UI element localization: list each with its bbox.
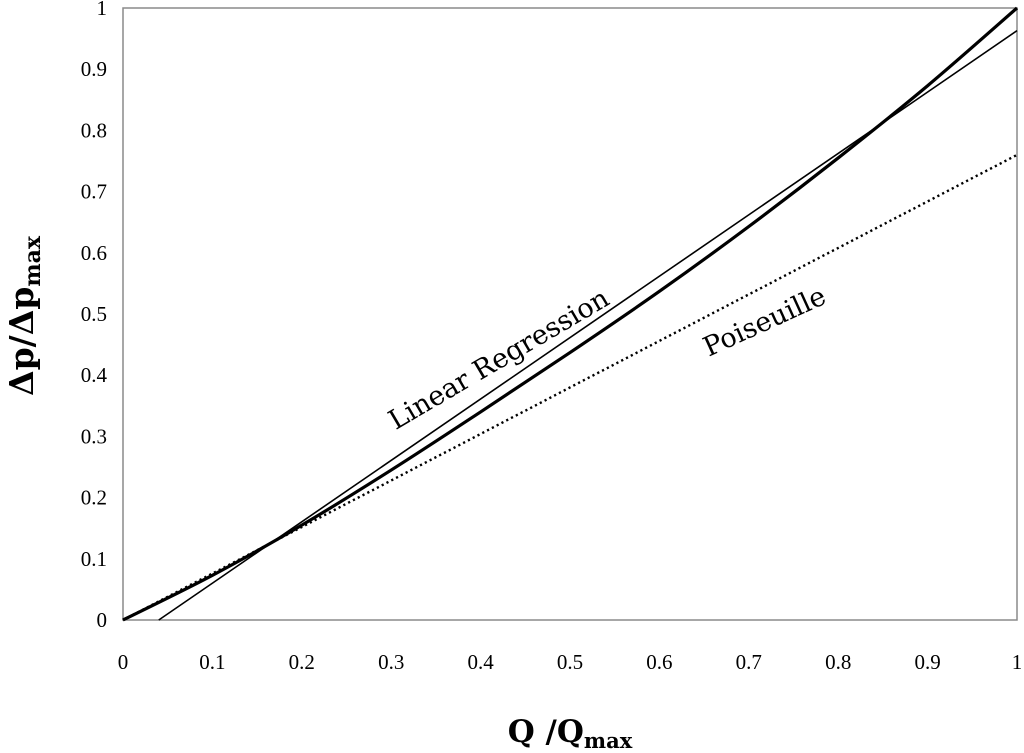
y-tick-label: 0.5	[81, 302, 107, 326]
annotation-layer: Linear Regression Poiseuille	[383, 281, 830, 437]
annotation-poiseuille: Poiseuille	[699, 281, 831, 364]
plot-frame	[122, 7, 1018, 621]
y-axis-title: Δp/Δpmax	[2, 235, 46, 396]
x-tick-label: 1	[1012, 650, 1023, 674]
x-tick-labels: 0 0.1 0.2 0.3 0.4 0.5 0.6 0.7 0.8 0.9 1	[118, 650, 1023, 674]
x-tick-label: 0.2	[289, 650, 315, 674]
y-axis-title-main: Δp/Δp	[2, 287, 41, 396]
y-tick-labels: 0 0.1 0.2 0.3 0.4 0.5 0.6 0.7 0.8 0.9 1	[81, 0, 108, 632]
x-tick-label: 0.1	[199, 650, 225, 674]
y-axis-title-sub: max	[20, 235, 46, 287]
x-tick-label: 0.4	[467, 650, 494, 674]
x-tick-label: 0.6	[646, 650, 672, 674]
x-axis-title-sub: max	[584, 728, 633, 753]
y-tick-label: 0.7	[81, 180, 107, 204]
y-tick-label: 1	[97, 0, 108, 20]
y-tick-label: 0.2	[81, 486, 107, 510]
y-tick-label: 0.1	[81, 547, 107, 571]
x-tick-label: 0.3	[378, 650, 404, 674]
y-tick-label: 0.6	[81, 241, 107, 265]
y-tick-label: 0.8	[81, 118, 107, 142]
x-tick-label: 0.5	[557, 650, 583, 674]
y-tick-label: 0	[97, 608, 108, 632]
x-tick-label: 0	[118, 650, 129, 674]
y-tick-label: 0.3	[81, 424, 107, 448]
x-tick-label: 0.9	[914, 650, 940, 674]
x-axis-title: Q /Qmax	[508, 714, 633, 753]
x-tick-label: 0.7	[736, 650, 762, 674]
series-layer	[122, 6, 1019, 622]
y-tick-label: 0.4	[81, 363, 108, 387]
y-tick-label: 0.9	[81, 57, 107, 81]
measured-curve	[122, 6, 1019, 622]
x-tick-label: 0.8	[825, 650, 851, 674]
annotation-linear-regression: Linear Regression	[383, 283, 614, 437]
x-axis-title-main: Q /Q	[508, 714, 584, 750]
